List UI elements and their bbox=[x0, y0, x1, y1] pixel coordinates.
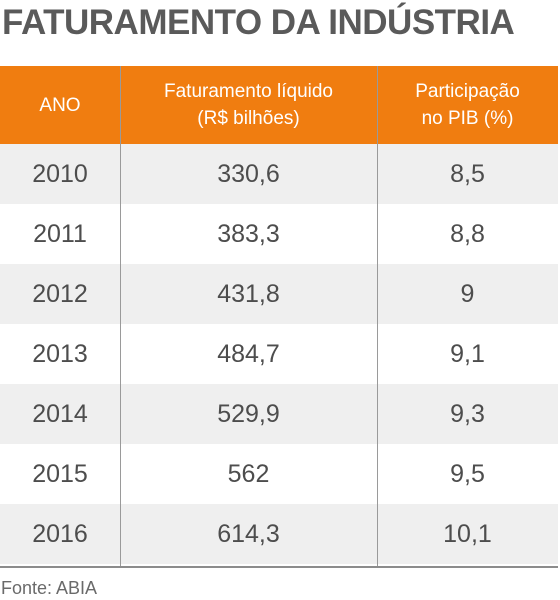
table-row: 2014 529,9 9,3 bbox=[0, 384, 558, 444]
chart-title: FATURAMENTO DA INDÚSTRIA bbox=[2, 3, 515, 42]
year-cell: 2015 bbox=[32, 459, 88, 488]
gdp-share-cell: 9,1 bbox=[450, 339, 485, 368]
gdp-share-cell: 9 bbox=[460, 279, 475, 308]
column-divider bbox=[120, 66, 121, 566]
gdp-share-cell: 8,5 bbox=[450, 159, 485, 188]
header-label: Faturamento líquido bbox=[164, 81, 333, 102]
year-cell: 2014 bbox=[32, 399, 88, 428]
revenue-cell: 614,3 bbox=[217, 519, 280, 548]
gdp-share-cell: 10,1 bbox=[443, 519, 492, 548]
year-cell: 2016 bbox=[32, 519, 88, 548]
table-row: 2012 431,8 9 bbox=[0, 264, 558, 324]
table-header-row: ANO Faturamento líquido (R$ bilhões) Par… bbox=[0, 66, 558, 144]
revenue-cell: 330,6 bbox=[217, 159, 280, 188]
header-cell-participacao: Participação no PIB (%) bbox=[377, 66, 558, 144]
table-row: 2013 484,7 9,1 bbox=[0, 324, 558, 384]
table-row: 2016 614,3 10,1 bbox=[0, 504, 558, 564]
year-cell: 2011 bbox=[33, 219, 87, 248]
header-cell-faturamento: Faturamento líquido (R$ bilhões) bbox=[120, 66, 377, 144]
table-body: 2010 330,6 8,5 2011 383,3 8,8 2012 431,8 9 2013 48… bbox=[0, 144, 558, 566]
revenue-cell: 529,9 bbox=[217, 399, 280, 428]
table-row: 2015 562 9,5 bbox=[0, 444, 558, 504]
column-divider bbox=[377, 66, 378, 566]
revenue-cell: 383,3 bbox=[217, 219, 280, 248]
gdp-share-cell: 9,3 bbox=[450, 399, 485, 428]
year-cell: 2013 bbox=[32, 339, 88, 368]
year-cell: 2010 bbox=[32, 159, 88, 188]
revenue-cell: 431,8 bbox=[217, 279, 280, 308]
gdp-share-cell: 8,8 bbox=[450, 219, 485, 248]
header-label: (R$ bilhões) bbox=[197, 108, 300, 129]
header-label: no PIB (%) bbox=[421, 108, 514, 129]
table-row: 2010 330,6 8,5 bbox=[0, 144, 558, 204]
source-note: Fonte: ABIA bbox=[1, 578, 98, 598]
revenue-cell: 562 bbox=[227, 459, 270, 488]
gdp-share-cell: 9,5 bbox=[450, 459, 485, 488]
header-label: ANO bbox=[39, 94, 81, 116]
data-table: ANO Faturamento líquido (R$ bilhões) Par… bbox=[0, 66, 558, 568]
year-cell: 2012 bbox=[32, 279, 88, 308]
header-label: Participação bbox=[415, 81, 520, 102]
table-row: 2011 383,3 8,8 bbox=[0, 204, 558, 264]
revenue-cell: 484,7 bbox=[217, 339, 280, 368]
header-cell-ano: ANO bbox=[0, 66, 120, 144]
